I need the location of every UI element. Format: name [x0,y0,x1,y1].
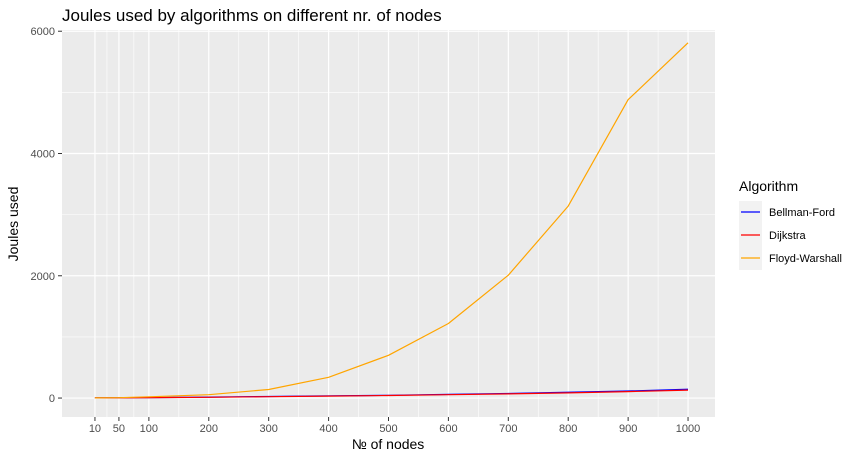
x-tick-label: 400 [319,423,337,435]
legend-label-floyd-warshall: Floyd-Warshall [769,253,842,265]
legend: Algorithm Bellman-Ford Dijkstra Floyd-Wars… [739,178,842,270]
x-axis-title: № of nodes [352,436,425,452]
legend-title: Algorithm [739,178,798,194]
x-tick-label: 500 [379,423,397,435]
x-tick-label: 300 [260,423,278,435]
series-lines [94,42,689,399]
x-tick-label: 100 [140,423,158,435]
axes: 10 50 100 200 300 400 500 600 700 800 900 1000 0 2000… [31,26,701,435]
x-tick-label: 600 [439,423,457,435]
x-tick-label: 900 [619,423,637,435]
series-line-dijkstra [94,389,689,399]
x-tick-label: 800 [559,423,577,435]
legend-label-bellman-ford: Bellman-Ford [769,207,835,219]
plot-panel [62,30,715,417]
y-tick-label: 6000 [31,26,55,38]
x-tick-label: 200 [200,423,218,435]
y-tick-label: 4000 [31,148,55,160]
x-tick-label: 1000 [676,423,700,435]
x-tick-label: 50 [113,423,125,435]
y-tick-label: 2000 [31,271,55,283]
chart-title: Joules used by algorithms on different n… [62,6,442,25]
y-axis-title: Joules used [5,187,21,262]
x-tick-label: 700 [499,423,517,435]
legend-label-dijkstra: Dijkstra [769,230,807,242]
y-tick-label: 0 [49,393,55,405]
x-tick-label: 10 [89,423,101,435]
series-line-floyd-warshall [94,42,689,399]
